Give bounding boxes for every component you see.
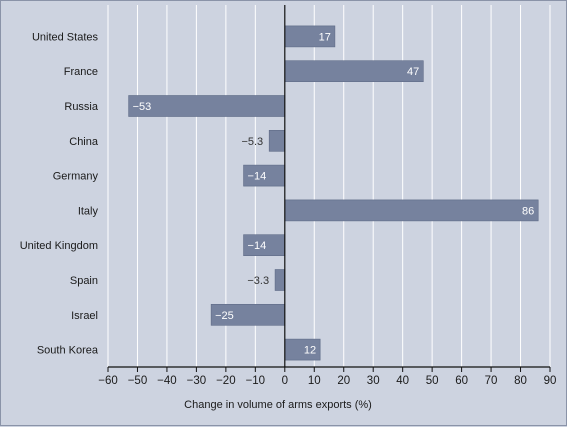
value-label: 86 — [522, 205, 534, 217]
x-tick-label: 10 — [308, 375, 321, 387]
x-tick-label: 40 — [396, 375, 409, 387]
x-tick-label: 70 — [485, 375, 498, 387]
bar — [268, 130, 286, 152]
value-label: 47 — [407, 66, 419, 78]
x-tick-label: −30 — [187, 375, 207, 387]
category-label: Germany — [53, 171, 99, 183]
category-label: United States — [32, 31, 99, 43]
x-tick-label: −10 — [246, 375, 266, 387]
category-label: France — [64, 66, 98, 78]
x-tick-labels: −60 −50 −40 −30 −20 −10 0 10 20 30 40 50 60 70 80 90 — [98, 375, 556, 387]
x-tick-label: 20 — [337, 375, 350, 387]
axes — [107, 5, 551, 372]
grid-lines — [107, 5, 551, 367]
category-labels: United States France Russia China Germany Ita… — [20, 31, 99, 356]
x-tick-label: 80 — [514, 375, 527, 387]
category-label: United Kingdom — [20, 240, 98, 252]
x-tick-label: 90 — [544, 375, 557, 387]
x-tick-label: −20 — [216, 375, 236, 387]
value-label: −53 — [133, 101, 152, 113]
value-label: −14 — [248, 240, 267, 252]
category-label: Italy — [78, 205, 99, 217]
value-labels: 17 47 −53 −5.3 −14 86 −14 −3.3 −25 12 — [133, 31, 535, 356]
x-tick-label: −50 — [128, 375, 148, 387]
value-label: −14 — [248, 171, 267, 183]
bar — [284, 199, 539, 222]
value-label: 17 — [319, 31, 331, 43]
bar — [284, 60, 424, 83]
value-label: 12 — [304, 345, 316, 357]
x-tick-label: 30 — [367, 375, 380, 387]
x-tick-label: 0 — [282, 375, 288, 387]
x-tick-label: −40 — [157, 375, 177, 387]
category-label: Spain — [70, 275, 98, 287]
bars — [128, 25, 539, 361]
bar — [128, 95, 286, 117]
category-label: Israel — [71, 310, 98, 322]
x-tick-label: −60 — [98, 375, 118, 387]
category-label: China — [69, 136, 99, 148]
x-tick-label: 50 — [426, 375, 439, 387]
x-tick-label: 60 — [455, 375, 468, 387]
value-label: −5.3 — [241, 136, 263, 148]
value-label: −25 — [215, 310, 234, 322]
category-label: South Korea — [37, 345, 99, 357]
x-axis-label: Change in volume of arms exports (%) — [184, 399, 372, 411]
value-label: −3.3 — [247, 275, 269, 287]
category-label: Russia — [64, 101, 99, 113]
bar — [274, 269, 286, 291]
